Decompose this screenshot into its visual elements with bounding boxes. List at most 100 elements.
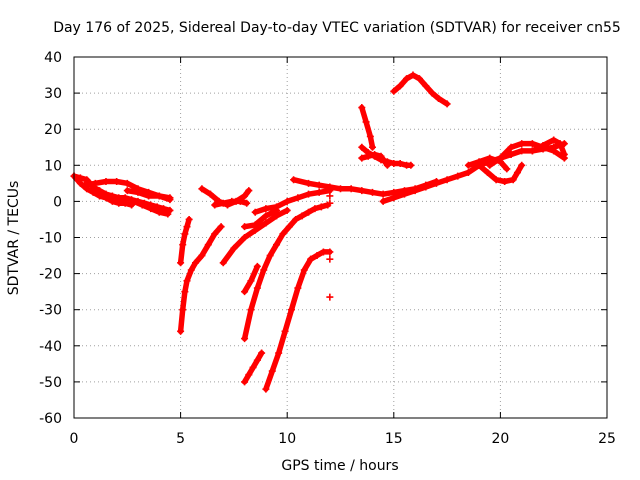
data-point <box>138 201 146 209</box>
data-point <box>390 159 398 167</box>
data-point <box>121 199 129 207</box>
data-point <box>211 230 219 238</box>
series-arc-21 <box>390 71 451 108</box>
data-point <box>275 349 283 357</box>
data-point <box>155 208 163 216</box>
data-point <box>91 179 99 187</box>
series-line <box>380 140 568 205</box>
data-point <box>407 161 415 169</box>
data-point <box>166 194 174 202</box>
data-point <box>155 192 163 200</box>
data-point <box>443 100 451 108</box>
series-line <box>241 207 280 230</box>
data-point <box>475 161 483 169</box>
data-point <box>179 306 187 314</box>
data-point <box>228 197 236 205</box>
data-point <box>305 208 313 216</box>
data-point <box>377 152 385 160</box>
series-arc-20 <box>358 150 391 169</box>
x-tick-label: 15 <box>385 431 403 447</box>
data-point <box>96 192 104 200</box>
y-tick-label: -40 <box>39 339 62 355</box>
data-point <box>253 262 261 270</box>
data-point <box>258 349 266 357</box>
data-point <box>89 188 97 196</box>
y-tick-label: -10 <box>39 231 62 247</box>
data-point <box>509 176 517 184</box>
data-point <box>219 199 227 207</box>
data-point <box>366 132 374 140</box>
data-point <box>358 187 366 195</box>
data-point <box>507 143 515 151</box>
data-point <box>326 248 334 256</box>
data-point <box>260 266 268 274</box>
data-point <box>262 219 270 227</box>
data-point <box>311 205 319 213</box>
data-point <box>251 208 259 216</box>
plot-frame <box>73 56 608 419</box>
y-tick-label: -20 <box>39 267 62 283</box>
data-point <box>183 277 191 285</box>
y-tick-label: -30 <box>39 303 62 319</box>
data-point <box>337 185 344 193</box>
data-point <box>187 266 195 274</box>
data-point <box>294 284 302 292</box>
data-point <box>236 197 244 205</box>
data-point <box>241 288 249 296</box>
data-point <box>528 147 536 155</box>
series-arc-23 <box>464 154 511 173</box>
grid <box>74 57 607 418</box>
data-point <box>396 82 404 90</box>
data-point <box>326 255 334 263</box>
y-tick-label: 20 <box>44 122 62 138</box>
data-point <box>317 203 325 211</box>
data-point <box>290 176 298 184</box>
data-point <box>241 378 249 386</box>
data-point <box>185 215 193 223</box>
data-point <box>326 293 334 301</box>
data-point <box>102 194 110 202</box>
data-point <box>326 183 334 191</box>
series-arc-24 <box>475 161 526 186</box>
data-point <box>273 206 281 214</box>
data-point <box>368 188 376 196</box>
data-point <box>315 181 323 189</box>
data-point <box>464 161 472 169</box>
data-point <box>371 150 379 158</box>
data-point <box>241 192 249 200</box>
data-point <box>134 188 142 196</box>
data-point <box>283 206 291 214</box>
data-point <box>513 169 521 177</box>
data-series <box>70 71 568 393</box>
data-point <box>266 252 274 260</box>
data-point <box>145 192 153 200</box>
data-point <box>486 154 494 162</box>
data-point <box>496 154 504 162</box>
data-point <box>245 371 253 379</box>
series-arc-16 <box>241 206 281 231</box>
data-point <box>113 178 121 186</box>
data-point <box>241 223 249 231</box>
data-point <box>432 179 440 187</box>
data-point <box>443 176 451 184</box>
data-point <box>305 190 313 198</box>
data-point <box>279 230 287 238</box>
data-point <box>230 244 238 252</box>
data-point <box>147 205 155 213</box>
data-point <box>326 192 334 200</box>
data-point <box>362 118 370 126</box>
data-point <box>245 187 253 195</box>
series-line <box>263 249 333 392</box>
data-point <box>383 161 391 169</box>
data-point <box>503 165 511 173</box>
data-point <box>400 190 408 198</box>
data-point <box>198 252 206 260</box>
data-point <box>454 172 462 180</box>
series-arc-7 <box>177 223 225 335</box>
data-point <box>262 385 270 393</box>
data-point <box>281 327 289 335</box>
data-point <box>130 197 138 205</box>
data-point <box>368 143 376 151</box>
data-point <box>358 154 366 162</box>
data-point <box>507 150 515 158</box>
